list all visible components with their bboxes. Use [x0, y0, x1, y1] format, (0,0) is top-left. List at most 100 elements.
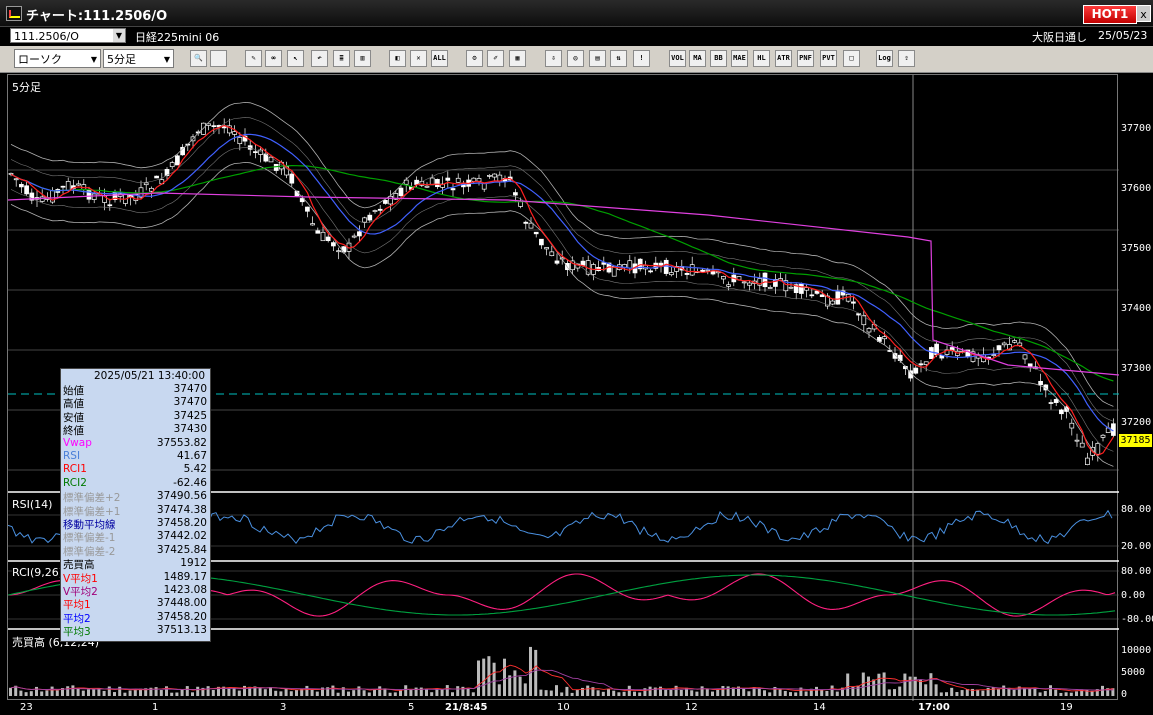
chart-app-icon — [6, 6, 22, 21]
infobox-row: 高値 37470 — [63, 396, 207, 411]
import-icon[interactable]: ⇩ — [545, 50, 562, 67]
code-input[interactable]: 111.2506/O ▼ — [10, 28, 126, 43]
hl-icon[interactable]: HL — [753, 50, 770, 67]
infobox-row: RCI2 -62.46 — [63, 477, 207, 490]
infobox-row: 標準偏差-2 37425.84 — [63, 543, 207, 558]
ma-line-1 — [10, 124, 1114, 456]
infobox-value: 37425 — [173, 409, 207, 422]
infobox-label: 終値 — [63, 425, 84, 438]
infobox-value: 1489.17 — [163, 570, 207, 583]
x-axis-label: 21/8:45 — [445, 702, 488, 713]
atr-icon[interactable]: ATR — [775, 50, 792, 67]
volume-ma-2 — [10, 669, 1114, 691]
draw-icon[interactable]: ◧ — [389, 50, 406, 67]
infobox-label: 移動平均線 — [63, 519, 116, 531]
infobox-value: 37430 — [173, 423, 207, 436]
bb-icon[interactable]: BB — [710, 50, 727, 67]
infobox-row: V平均2 1423.08 — [63, 584, 207, 598]
undo-icon[interactable]: ↶ — [311, 50, 328, 67]
log-icon[interactable]: Log — [876, 50, 893, 67]
settings-icon[interactable]: ⚙ — [466, 50, 483, 67]
export-icon[interactable]: ⇪ — [898, 50, 915, 67]
header-date: 25/05/23 — [1098, 29, 1148, 42]
infobox-datetime: 2025/05/21 13:40:00 — [93, 370, 205, 382]
infobox-value: 37458.20 — [156, 517, 207, 529]
infobox-label: 始値 — [63, 385, 84, 397]
tool-icon[interactable]: ✐ — [487, 50, 504, 67]
disabled-icon[interactable]: ! — [633, 50, 650, 67]
ma-line-3 — [10, 164, 1114, 382]
pvt-icon[interactable]: PVT — [820, 50, 837, 67]
infobox-label: 高値 — [63, 398, 84, 411]
indicator-icon[interactable]: ⇅ — [610, 50, 627, 67]
interval-select[interactable]: 5分足 ▼ — [103, 49, 174, 68]
cursor-icon[interactable]: ↖ — [287, 50, 304, 67]
erase-icon[interactable]: ✕ — [410, 50, 427, 67]
all-icon[interactable]: ALL — [431, 50, 448, 67]
infobox-label: RCI1 — [63, 463, 87, 476]
vwap-line — [8, 192, 1119, 376]
interval-value: 5分足 — [107, 53, 136, 66]
chart-type-select[interactable]: ローソク ▼ — [14, 49, 101, 68]
volume-ma-1 — [10, 664, 1114, 692]
infobox-label: 標準偏差-2 — [63, 545, 116, 558]
pnf-icon[interactable]: PNF — [797, 50, 814, 67]
toolbar: ローソク ▼ 5分足 ▼ 🔍 ✎ ∞ ↖ ↶ ≣ ▥ ◧ ✕ ALL ⚙ ✐ ▦ ⇩ ◎ ▤ ⇅! VOL MA BB… — [0, 46, 1153, 73]
bollinger-upper-2 — [10, 101, 1114, 407]
infobox-value: 37425.84 — [156, 543, 207, 556]
candlesticks — [8, 118, 1116, 466]
infobox-value: 1912 — [180, 557, 207, 570]
pencil-icon[interactable]: ✎ — [245, 50, 262, 67]
code-value: 111.2506/O — [14, 30, 79, 43]
bollinger-lower-1 — [10, 147, 1114, 452]
infobox-row: 平均1 37448.00 — [63, 597, 207, 611]
infobox-row: 始値 37470 — [63, 383, 207, 397]
volume-tick: 5000 — [1121, 667, 1146, 678]
volume-icon[interactable]: VOL — [669, 50, 686, 67]
memo-icon[interactable]: ≣ — [333, 50, 350, 67]
infobox-label: 売買高 — [63, 559, 95, 572]
infobox-row: 標準偏差+1 37474.38 — [63, 504, 207, 518]
price-tick: 37700 — [1121, 123, 1152, 134]
infobox-label: 標準偏差-1 — [63, 532, 116, 545]
infobox-label: RCI2 — [63, 476, 87, 489]
volume-tick: 0 — [1121, 689, 1128, 700]
infobox-row: 終値 37430 — [63, 423, 207, 438]
infobox-label: 平均2 — [63, 612, 91, 625]
close-icon[interactable]: x — [1136, 5, 1151, 22]
hot-button[interactable]: HOT1 — [1083, 5, 1137, 24]
infobox-row: 売買高 1912 — [63, 557, 207, 572]
x-axis-label: 5 — [408, 702, 415, 713]
x-axis-label: 17:00 — [918, 702, 950, 713]
infobox-value: 5.42 — [183, 463, 207, 476]
price-tick: 37300 — [1121, 363, 1152, 374]
infobox-value: 37470 — [173, 396, 207, 409]
search-chart-icon[interactable]: ◎ — [567, 50, 584, 67]
link-icon[interactable]: ∞ — [265, 50, 282, 67]
trash-icon[interactable]: ▥ — [354, 50, 371, 67]
infobox-label: 標準偏差+1 — [63, 505, 121, 518]
infobox-value: 37442.02 — [156, 530, 207, 543]
chevron-down-icon[interactable]: ▼ — [113, 29, 125, 42]
chart-icon[interactable]: ▤ — [589, 50, 606, 67]
infobox-row: 平均2 37458.20 — [63, 611, 207, 625]
chart-type-value: ローソク — [18, 53, 62, 66]
infobox-value: 41.67 — [176, 450, 207, 462]
infobox-label: 安値 — [63, 411, 84, 424]
title-bar: チャート:111.2506/O HOT1 x — [0, 0, 1153, 27]
x-axis-label: 14 — [813, 702, 826, 713]
rci-tick: 0.00 — [1121, 590, 1146, 601]
rci-tick: 80.00 — [1121, 566, 1152, 577]
infobox-row: 標準偏差+2 37490.56 — [63, 490, 207, 504]
rci-pane-label: RCI(9,26) — [12, 566, 64, 579]
frame2-icon[interactable]: □ — [843, 50, 860, 67]
ma-icon[interactable]: MA — [689, 50, 706, 67]
infobox-label: V平均2 — [63, 586, 98, 598]
infobox-label: Vwap — [63, 436, 92, 449]
price-pane-label: 5分足 — [12, 79, 41, 95]
zoom-icon[interactable]: 🔍 — [190, 50, 207, 67]
mae-icon[interactable]: MAE — [731, 50, 748, 67]
infobox-row: 平均3 37513.13 — [63, 624, 207, 638]
frame-icon[interactable] — [210, 50, 227, 67]
color-icon[interactable]: ▦ — [509, 50, 526, 67]
